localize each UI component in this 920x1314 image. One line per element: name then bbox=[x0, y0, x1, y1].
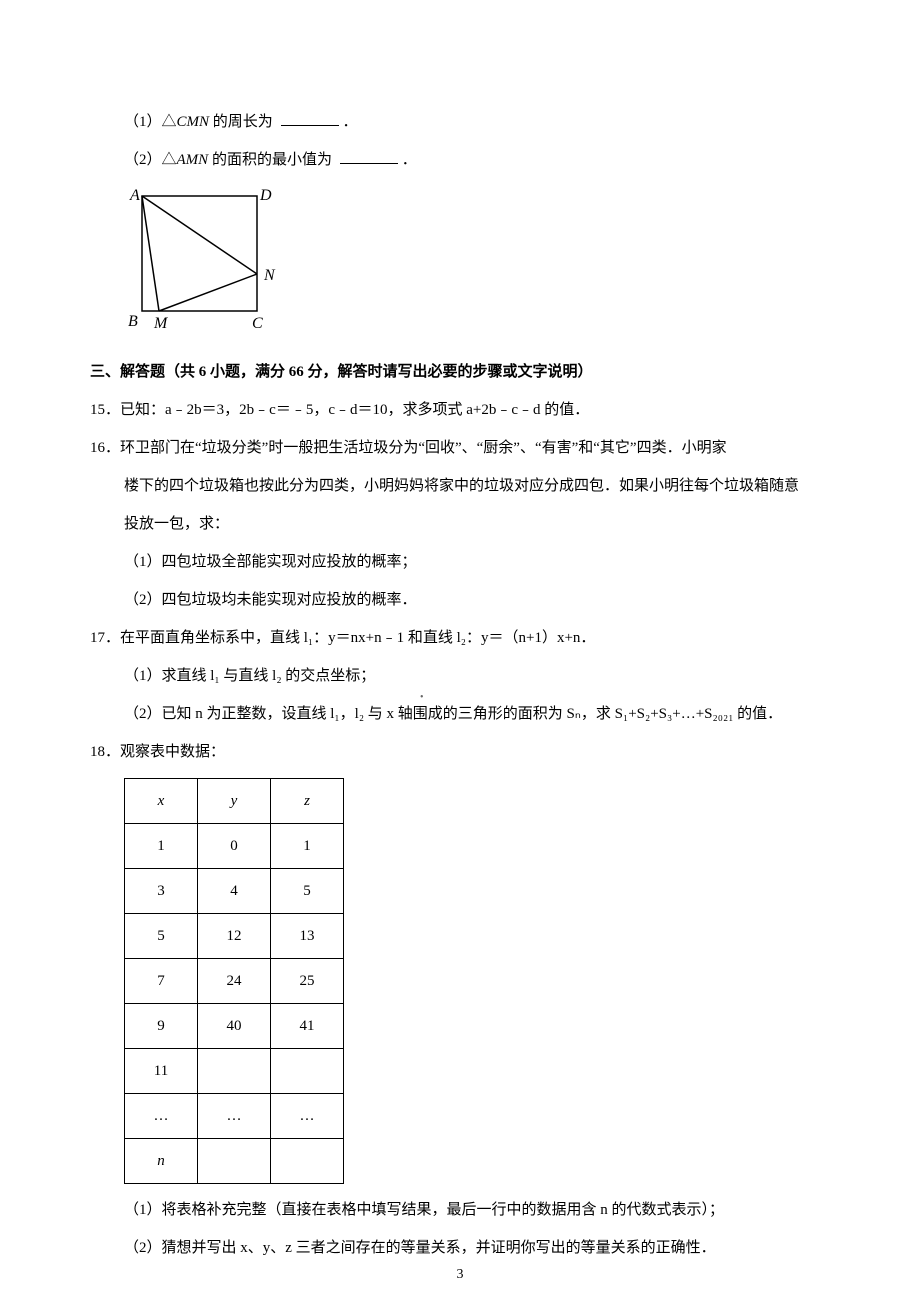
label-d: D bbox=[259, 187, 272, 204]
q17-sub2: （2）已知 n 为正整数，设直线 l₁，l₂ 与 x 轴围成的三角形的面积为 S… bbox=[124, 706, 782, 722]
q17-sub2-wrap: • （2）已知 n 为正整数，设直线 l₁，l₂ 与 x 轴围成的三角形的面积为… bbox=[90, 702, 830, 726]
header-z: z bbox=[271, 779, 344, 824]
triangle-name: AMN bbox=[177, 152, 209, 168]
cell: 25 bbox=[271, 959, 344, 1004]
cell: n bbox=[125, 1139, 198, 1184]
q16-stem-1: 16．环卫部门在“垃圾分类”时一般把生活垃圾分为“回收”、“厨余”、“有害”和“… bbox=[90, 436, 830, 460]
label-m: M bbox=[153, 315, 169, 332]
cell: 7 bbox=[125, 959, 198, 1004]
text: （1）△ bbox=[124, 114, 177, 130]
dot-mark: • bbox=[420, 690, 424, 706]
square-diagram: A D N B M C bbox=[124, 186, 284, 336]
document-page: （1）△CMN 的周长为 ． （2）△AMN 的面积的最小值为 ． A D N … bbox=[0, 0, 920, 1314]
cell: … bbox=[271, 1094, 344, 1139]
label-b: B bbox=[128, 313, 138, 330]
cell: 1 bbox=[271, 824, 344, 869]
table-row: 11 bbox=[125, 1049, 344, 1094]
section-3-title: 三、解答题（共 6 小题，满分 66 分，解答时请写出必要的步骤或文字说明） bbox=[90, 360, 830, 384]
blank-field bbox=[281, 110, 339, 126]
label-a: A bbox=[129, 187, 140, 204]
cell bbox=[198, 1049, 271, 1094]
header-x: x bbox=[125, 779, 198, 824]
table-row: 9 40 41 bbox=[125, 1004, 344, 1049]
table-row: 3 4 5 bbox=[125, 869, 344, 914]
cell: … bbox=[125, 1094, 198, 1139]
q16-stem-3: 投放一包，求： bbox=[90, 512, 830, 536]
cell: 24 bbox=[198, 959, 271, 1004]
cell: 0 bbox=[198, 824, 271, 869]
q15: 15．已知：a﹣2b＝3，2b﹣c＝﹣5，c﹣d＝10，求多项式 a+2b﹣c﹣… bbox=[90, 398, 830, 422]
q18-stem: 18．观察表中数据： bbox=[90, 740, 830, 764]
cell: 41 bbox=[271, 1004, 344, 1049]
q18-table: x y z 1 0 1 3 4 5 5 12 13 7 24 25 9 40 4… bbox=[124, 778, 344, 1184]
cell: 5 bbox=[271, 869, 344, 914]
table-row: 1 0 1 bbox=[125, 824, 344, 869]
text: （2）△ bbox=[124, 152, 177, 168]
q-amn-area: （2）△AMN 的面积的最小值为 ． bbox=[90, 148, 830, 172]
label-n: N bbox=[263, 267, 276, 284]
cell bbox=[271, 1139, 344, 1184]
q16-stem-2: 楼下的四个垃圾箱也按此分为四类，小明妈妈将家中的垃圾对应分成四包．如果小明往每个… bbox=[90, 474, 830, 498]
q17-stem: 17．在平面直角坐标系中，直线 l₁：y＝nx+n﹣1 和直线 l₂：y＝（n+… bbox=[90, 626, 830, 650]
blank-field bbox=[340, 148, 398, 164]
q15-text: 15．已知：a﹣2b＝3，2b﹣c＝﹣5，c﹣d＝10，求多项式 a+2b﹣c﹣… bbox=[90, 402, 589, 418]
text: ． bbox=[402, 152, 417, 168]
text: ． bbox=[343, 114, 358, 130]
table-row: … … … bbox=[125, 1094, 344, 1139]
triangle-name: CMN bbox=[177, 114, 210, 130]
cell: … bbox=[198, 1094, 271, 1139]
cell bbox=[198, 1139, 271, 1184]
label-c: C bbox=[252, 315, 263, 332]
text: 的周长为 bbox=[209, 114, 277, 130]
cell: 5 bbox=[125, 914, 198, 959]
cell: 9 bbox=[125, 1004, 198, 1049]
cell: 40 bbox=[198, 1004, 271, 1049]
text: 的面积的最小值为 bbox=[208, 152, 336, 168]
table-header-row: x y z bbox=[125, 779, 344, 824]
table-row: 7 24 25 bbox=[125, 959, 344, 1004]
cell: 11 bbox=[125, 1049, 198, 1094]
cell bbox=[271, 1049, 344, 1094]
q16-sub1: （1）四包垃圾全部能实现对应投放的概率； bbox=[90, 550, 830, 574]
page-number: 3 bbox=[0, 1264, 920, 1286]
q17-sub1: （1）求直线 l₁ 与直线 l₂ 的交点坐标； bbox=[90, 664, 830, 688]
cell: 3 bbox=[125, 869, 198, 914]
table-row: 5 12 13 bbox=[125, 914, 344, 959]
geometry-figure: A D N B M C bbox=[124, 186, 830, 344]
cell: 13 bbox=[271, 914, 344, 959]
cell: 1 bbox=[125, 824, 198, 869]
cell: 12 bbox=[198, 914, 271, 959]
q16-sub2: （2）四包垃圾均未能实现对应投放的概率． bbox=[90, 588, 830, 612]
cell: 4 bbox=[198, 869, 271, 914]
q-cmn-perimeter: （1）△CMN 的周长为 ． bbox=[90, 110, 830, 134]
table-row: n bbox=[125, 1139, 344, 1184]
q18-sub2: （2）猜想并写出 x、y、z 三者之间存在的等量关系，并证明你写出的等量关系的正… bbox=[90, 1236, 830, 1260]
q18-sub1: （1）将表格补充完整（直接在表格中填写结果，最后一行中的数据用含 n 的代数式表… bbox=[90, 1198, 830, 1222]
header-y: y bbox=[198, 779, 271, 824]
